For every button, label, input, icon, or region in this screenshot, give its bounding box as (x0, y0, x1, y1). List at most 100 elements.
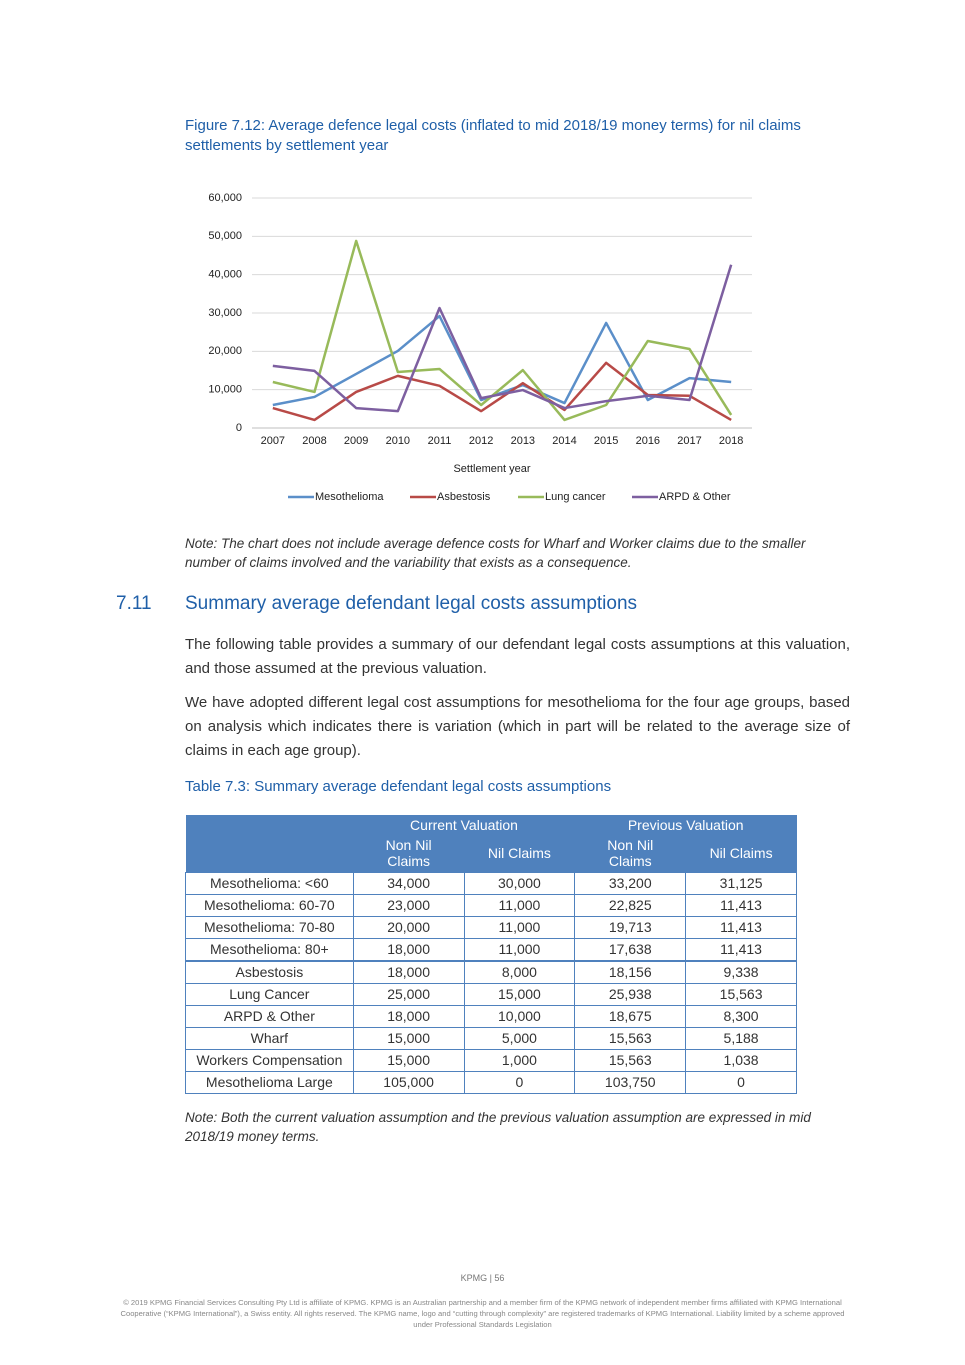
legend-label: Asbestosis (437, 491, 491, 503)
table-row: Asbestosis 18,000 8,000 18,156 9,338 (185, 959, 797, 984)
table-row: ARPD & Other 18,000 10,000 18,675 8,300 (185, 1004, 797, 1028)
header-cell (185, 815, 354, 834)
table-cell: 20,000 (352, 915, 465, 939)
table-row: Mesothelioma: <60 34,000 30,000 33,200 31,12… (185, 871, 797, 895)
legend-label: ARPD & Other (659, 491, 731, 503)
table-cell: 5,000 (463, 1026, 576, 1050)
column-header-text: Nil Claims (487, 844, 551, 861)
table-cell: 18,675 (574, 1004, 687, 1028)
group-header: Current Valuation (353, 815, 575, 834)
header-row: Non Nil Claims Nil Claims Non Nil Claims… (185, 834, 797, 872)
series-line (272, 239, 733, 422)
legend-label: Lung cancer (545, 491, 606, 503)
table-cell: 11,413 (685, 915, 797, 939)
x-tick-label: 2015 (594, 435, 618, 447)
table-cell: 18,000 (352, 959, 465, 984)
row-label: Mesothelioma: 70-80 (185, 915, 354, 939)
page-number: KPMG | 56 (460, 1273, 505, 1283)
table-row: Mesothelioma: 60-70 23,000 11,000 22,825 11,… (185, 893, 797, 917)
table-cell: 17,638 (574, 937, 687, 961)
table-cell: 5,188 (685, 1026, 797, 1050)
x-tick-label: 2010 (386, 435, 410, 447)
table-cell: 23,000 (352, 893, 465, 917)
row-label: Asbestosis (185, 959, 354, 984)
table-cell: 15,563 (574, 1026, 687, 1050)
x-tick-label: 2017 (677, 435, 701, 447)
table-cell: 34,000 (352, 871, 465, 895)
table: Current Valuation Previous Valuation Non… (185, 815, 797, 1094)
paragraph: We have adopted different legal cost ass… (185, 694, 850, 759)
table-cell: 19,713 (574, 915, 687, 939)
header-cell (185, 834, 354, 872)
x-tick-label: 2016 (636, 435, 660, 447)
table-cell: 30,000 (463, 871, 576, 895)
figure-caption: Figure 7.12: Average defence legal costs… (185, 117, 801, 154)
x-tick-label: 2014 (552, 435, 576, 447)
table-cell: 11,413 (685, 937, 797, 961)
series-line (272, 361, 732, 422)
table-cell: 11,000 (463, 915, 576, 939)
table-cell: 18,000 (352, 937, 465, 961)
copyright: © 2019 KPMG Financial Services Consultin… (120, 1298, 845, 1329)
column-header-text: Nil Claims (709, 844, 773, 861)
row-label: ARPD & Other (185, 1004, 354, 1028)
row-label: Mesothelioma Large (185, 1070, 354, 1094)
chart-note: Note: The chart does not include average… (185, 536, 806, 570)
table-cell: 1,038 (685, 1048, 797, 1072)
table-cell: 15,563 (574, 1048, 687, 1072)
table-cell: 11,413 (685, 893, 797, 917)
column-header: Non Nil Claims (574, 834, 686, 872)
table-cell: 0 (685, 1070, 797, 1094)
x-tick-label: 2012 (469, 435, 493, 447)
table-cell: 8,000 (463, 959, 576, 984)
x-tick-label: 2009 (344, 435, 368, 447)
series-line (272, 264, 733, 413)
row-label: Wharf (185, 1026, 354, 1050)
table-caption: Table 7.3: Summary average defendant leg… (185, 778, 612, 795)
table-row: Mesothelioma Large 105,000 0 103,750 0 (185, 1070, 797, 1094)
table-cell: 11,000 (463, 893, 576, 917)
table-cell: 15,000 (463, 982, 576, 1006)
section-number: 7.11 (116, 593, 152, 614)
x-tick-label: 2011 (428, 435, 452, 447)
column-header: Nil Claims (685, 834, 797, 872)
row-label: Mesothelioma: 80+ (185, 937, 354, 961)
paragraph: The following table provides a summary o… (185, 636, 850, 677)
row-label: Mesothelioma: <60 (185, 871, 354, 895)
table-cell: 15,000 (352, 1048, 465, 1072)
x-tick-label: 2008 (302, 435, 326, 447)
table-cell: 15,000 (352, 1026, 465, 1050)
row-label: Mesothelioma: 60-70 (185, 893, 354, 917)
table-row: Wharf 15,000 5,000 15,563 5,188 (185, 1026, 797, 1050)
table-cell: 10,000 (463, 1004, 576, 1028)
column-header-text: Non Nil Claims (607, 836, 654, 869)
y-tick-label: 20,000 (208, 345, 242, 357)
section-title: Summary average defendant legal costs as… (185, 593, 638, 614)
chart: 0 10,000 20,000 30,000 40,000 50,000 60,000 200… (208, 192, 752, 503)
row-label: Lung Cancer (185, 982, 354, 1006)
table-cell: 18,000 (352, 1004, 465, 1028)
group-header: Previous Valuation (574, 815, 797, 834)
y-tick-label: 40,000 (208, 269, 242, 281)
table-cell: 25,000 (352, 982, 465, 1006)
series-line (272, 314, 732, 407)
y-tick-label: 50,000 (208, 230, 242, 242)
table-row: Mesothelioma: 70-80 20,000 11,000 19,713 11,… (185, 915, 797, 939)
table-row: Lung Cancer 25,000 15,000 25,938 15,563 (185, 982, 797, 1006)
column-header: Nil Claims (464, 834, 575, 872)
y-tick-label: 60,000 (208, 192, 242, 204)
table-cell: 11,000 (463, 937, 576, 961)
table-cell: 105,000 (352, 1070, 465, 1094)
table-note: Note: Both the current valuation assumpt… (185, 1110, 811, 1144)
table-cell: 33,200 (574, 871, 687, 895)
table-row: Workers Compensation 15,000 1,000 15,563 1,0… (185, 1048, 797, 1072)
table-cell: 31,125 (685, 871, 797, 895)
table-cell: 8,300 (685, 1004, 797, 1028)
y-tick-label: 30,000 (208, 307, 242, 319)
table-row: Mesothelioma: 80+ 18,000 11,000 17,638 11,41… (185, 937, 797, 961)
table-cell: 103,750 (574, 1070, 687, 1094)
table-cell: 25,938 (574, 982, 687, 1006)
table-cell: 9,338 (685, 959, 797, 984)
table-cell: 0 (463, 1070, 576, 1094)
